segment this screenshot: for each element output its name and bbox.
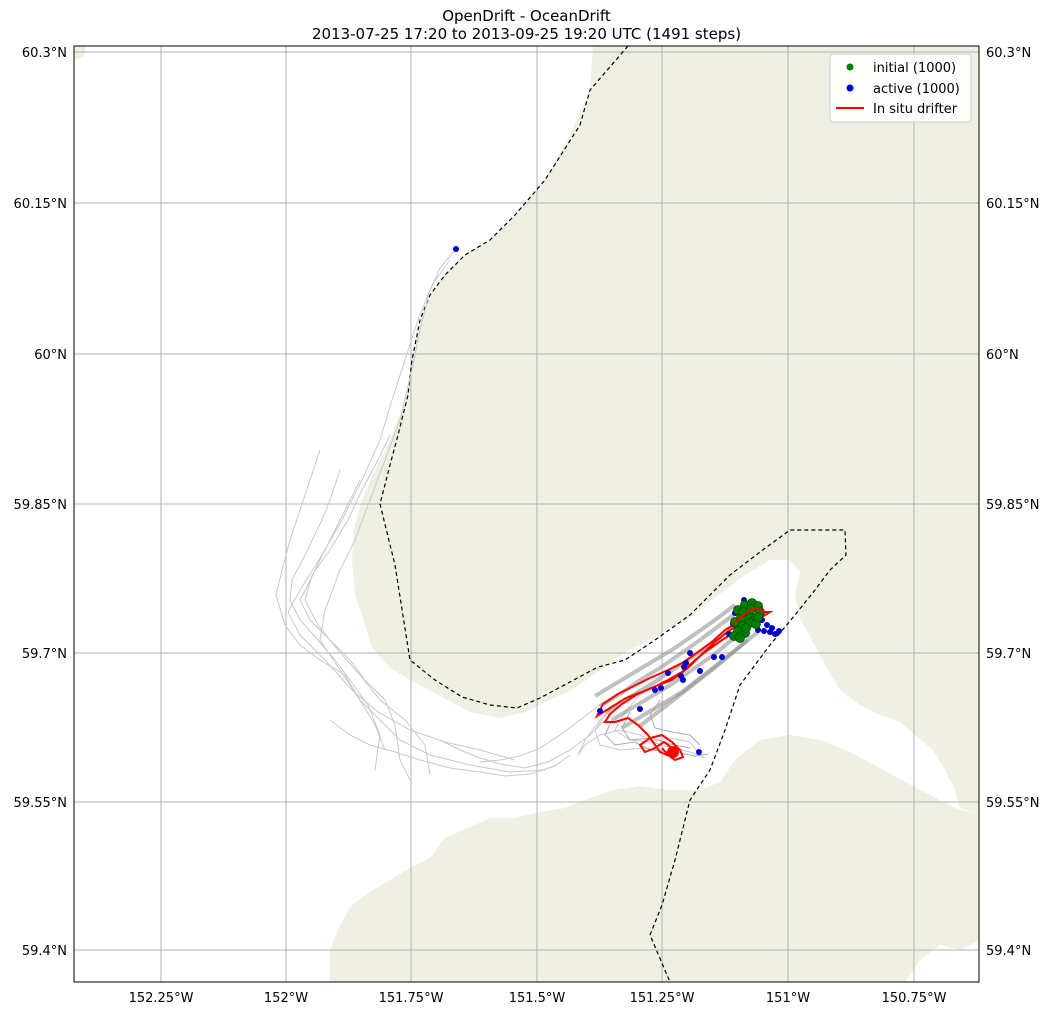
lat-tick-label: 60°N bbox=[34, 348, 67, 363]
active-particle bbox=[683, 660, 689, 666]
lon-tick-label: 151.5°W bbox=[509, 991, 566, 1006]
lon-tick-labels: 152.25°W 152°W 151.75°W 151.5°W 151.25°W… bbox=[129, 991, 947, 1006]
map-content bbox=[74, 46, 979, 982]
lat-tick-label: 60.15°N bbox=[986, 197, 1039, 212]
initial-particle bbox=[741, 623, 751, 633]
trajectory-path bbox=[649, 699, 701, 746]
map-title-line2: 2013-07-25 17:20 to 2013-09-25 19:20 UTC… bbox=[311, 25, 742, 43]
active-particle bbox=[658, 685, 664, 691]
active-particle bbox=[719, 654, 725, 660]
trajectory-path bbox=[594, 699, 669, 753]
trajectory-path bbox=[479, 704, 601, 763]
trajectory-path bbox=[329, 719, 571, 777]
active-particle bbox=[652, 687, 658, 693]
land-south-coast bbox=[330, 735, 979, 982]
legend-box bbox=[829, 53, 972, 123]
graticule bbox=[74, 46, 979, 982]
active-particle bbox=[687, 650, 693, 656]
land-northwest-strip bbox=[74, 46, 86, 60]
lat-tick-label: 59.85°N bbox=[986, 498, 1039, 513]
trajectory-path bbox=[604, 719, 709, 757]
legend: initial (1000) active (1000) In situ dri… bbox=[829, 53, 972, 123]
lon-tick-label: 152.25°W bbox=[129, 991, 194, 1006]
active-particle bbox=[776, 628, 782, 634]
lon-tick-label: 151°W bbox=[766, 991, 810, 1006]
land-kenai-peninsula bbox=[352, 46, 979, 815]
lat-tick-label: 59.85°N bbox=[14, 498, 67, 513]
legend-initial-label: initial (1000) bbox=[873, 61, 956, 76]
trajectory-path bbox=[275, 449, 386, 751]
lon-tick-label: 151.75°W bbox=[379, 991, 444, 1006]
active-particle bbox=[597, 708, 603, 714]
lat-tick-label: 59.55°N bbox=[986, 796, 1039, 811]
lon-tick-label: 152°W bbox=[264, 991, 308, 1006]
active-particle bbox=[637, 706, 643, 712]
lat-tick-label: 60.15°N bbox=[14, 197, 67, 212]
active-particle bbox=[697, 668, 703, 674]
trajectory-path bbox=[319, 248, 546, 773]
lat-tick-labels-right: 60.3°N 60.15°N 60°N 59.85°N 59.7°N 59.55… bbox=[986, 46, 1039, 959]
legend-drifter-label: In situ drifter bbox=[873, 102, 958, 117]
initial-particle bbox=[753, 612, 763, 622]
lat-tick-label: 59.7°N bbox=[986, 647, 1031, 662]
legend-active-label: active (1000) bbox=[873, 82, 960, 97]
trajectory-path bbox=[299, 479, 411, 781]
active-particle bbox=[769, 625, 775, 631]
trajectory-path bbox=[439, 719, 606, 769]
active-particle bbox=[764, 622, 770, 628]
lat-tick-labels-left: 60.3°N 60.15°N 60°N 59.85°N 59.7°N 59.55… bbox=[14, 46, 67, 959]
model-domain-boundary bbox=[379, 46, 847, 982]
lon-tick-label: 151.25°W bbox=[630, 991, 695, 1006]
initial-particles bbox=[729, 598, 765, 643]
active-particle bbox=[453, 246, 459, 252]
legend-initial-marker bbox=[846, 63, 854, 71]
active-particle bbox=[680, 677, 686, 683]
lat-tick-label: 60°N bbox=[986, 348, 1019, 363]
active-particle bbox=[665, 670, 671, 676]
in-situ-drifter-end bbox=[667, 746, 679, 758]
lat-tick-label: 59.55°N bbox=[14, 796, 67, 811]
trajectory-bundle bbox=[593, 603, 737, 698]
lat-tick-label: 59.4°N bbox=[22, 944, 67, 959]
in-situ-drifter-track bbox=[594, 607, 774, 762]
trajectory-path bbox=[287, 259, 516, 761]
trajectory-path bbox=[289, 469, 381, 771]
lat-tick-label: 60.3°N bbox=[22, 46, 67, 61]
map-title-line1: OpenDrift - OceanDrift bbox=[442, 7, 611, 25]
map-frame bbox=[73, 45, 980, 983]
lat-tick-label: 60.3°N bbox=[986, 46, 1031, 61]
trajectory-path bbox=[304, 434, 431, 776]
lat-tick-label: 59.4°N bbox=[986, 944, 1031, 959]
lat-tick-label: 59.7°N bbox=[22, 647, 67, 662]
active-particle bbox=[696, 749, 702, 755]
land-layer bbox=[74, 46, 979, 982]
active-particle bbox=[761, 628, 767, 634]
lon-tick-label: 150.75°W bbox=[882, 991, 947, 1006]
initial-particle bbox=[735, 633, 745, 643]
trajectories-light bbox=[275, 248, 706, 781]
legend-active-marker bbox=[846, 84, 854, 92]
active-particle bbox=[711, 654, 717, 660]
trajectory-bundle bbox=[638, 638, 750, 728]
in-situ-drifter-overlay bbox=[732, 606, 765, 625]
